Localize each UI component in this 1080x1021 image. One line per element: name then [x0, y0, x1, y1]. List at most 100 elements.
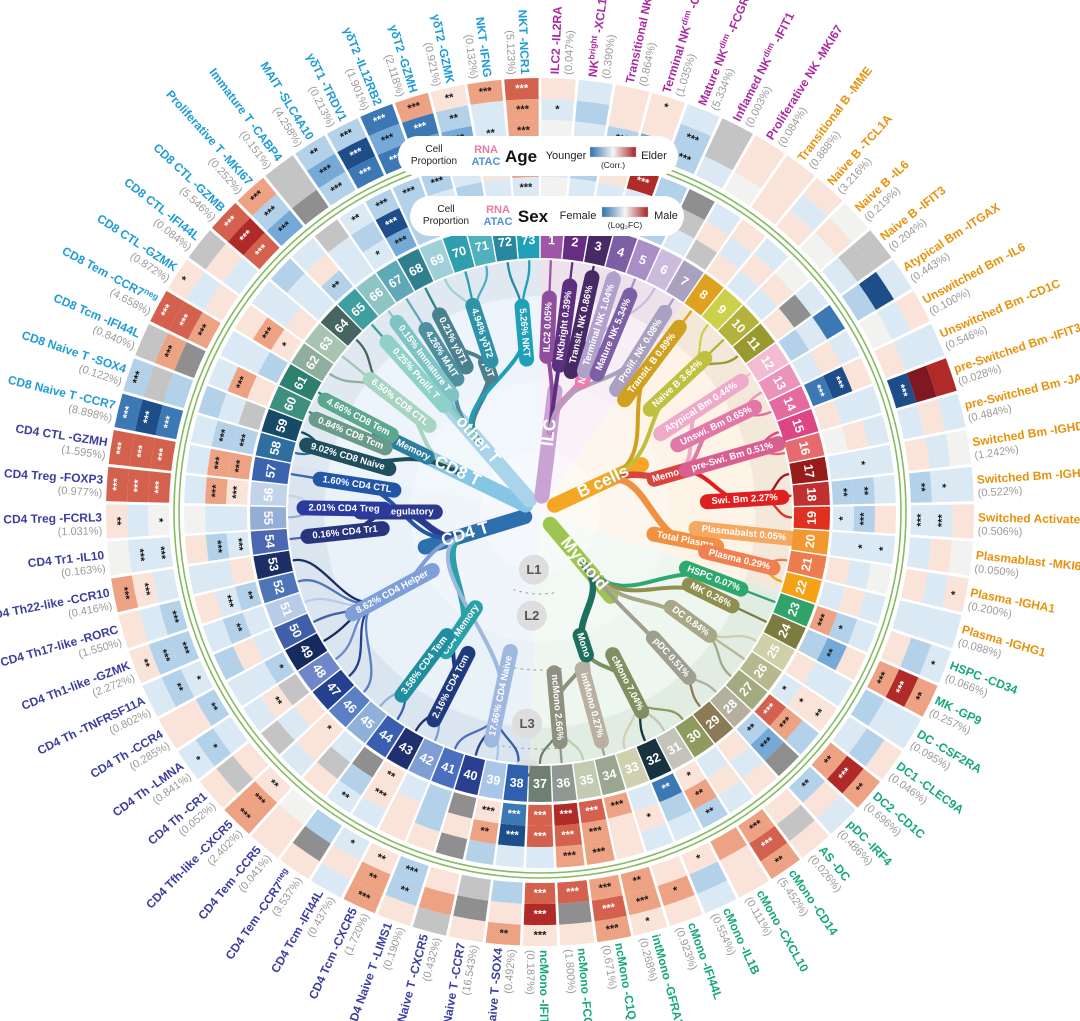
- leaf-cell-29: [693, 701, 734, 744]
- heatmap-cell: [822, 257, 858, 295]
- significance-stars: ***: [384, 215, 402, 232]
- heatmap-cell: [693, 796, 728, 829]
- heatmap-cell: [853, 506, 875, 533]
- heatmap-cell: [835, 646, 867, 680]
- heatmap-cell: [603, 792, 633, 819]
- significance-stars: *: [855, 460, 868, 467]
- leaf-number: 53: [265, 556, 281, 572]
- leaf-cell-51: [265, 593, 307, 627]
- heatmap-cell: [252, 317, 285, 351]
- heatmap-cell: [211, 420, 238, 451]
- significance-stars: *: [555, 104, 561, 116]
- leaf-cell-36: [551, 764, 577, 802]
- heatmap-cell: [724, 171, 761, 206]
- heatmap-cell: [742, 762, 777, 796]
- heatmap-cell: [128, 538, 153, 573]
- heatmap-cell: [823, 366, 853, 399]
- node-pill-ncmono: ncMono 2.66%: [546, 665, 568, 750]
- heatmap-cell: [785, 652, 816, 684]
- heatmap-cell: [776, 210, 814, 246]
- heatmap-cell: [252, 194, 290, 231]
- significance-stars: ***: [406, 100, 423, 115]
- heatmap-cell: [222, 612, 252, 645]
- heatmap-cell: [717, 730, 749, 763]
- heatmap-cell: [554, 823, 582, 847]
- heatmap-cell: [850, 689, 885, 726]
- heatmap-cell: [213, 646, 245, 680]
- significance-stars: ***: [121, 404, 136, 420]
- significance-stars: ***: [515, 83, 529, 96]
- heatmap-cell: [526, 825, 554, 847]
- heatmap-cell: [852, 477, 875, 505]
- significance-stars: *: [856, 543, 868, 549]
- leaf-cell-28: [710, 686, 752, 728]
- leaf-label-38: CD4 Naive T -SOX4(0.492%): [482, 947, 518, 1021]
- heatmap-cell: [245, 662, 277, 695]
- legend-gradient: [589, 146, 637, 158]
- heatmap-cell: [522, 924, 558, 947]
- leaf-number: 60: [281, 395, 299, 413]
- heatmap-cell: [859, 312, 893, 349]
- heatmap-cell: [375, 208, 408, 239]
- heatmap-cell: [818, 581, 845, 611]
- heatmap-cell: [310, 862, 351, 898]
- heatmap-cell: [764, 742, 799, 777]
- heatmap-cell: [917, 399, 945, 436]
- significance-stars: **: [111, 517, 123, 527]
- significance-stars: *: [929, 659, 942, 668]
- leaf-cell-13: [758, 364, 801, 401]
- leaf-label-21: Plasma -IGHA1(0.200%): [967, 586, 1057, 629]
- leaf-cell-19: [793, 506, 830, 530]
- leaf-number: 45: [357, 712, 377, 732]
- heatmap-cell: [663, 894, 703, 926]
- heatmap-cell: [465, 839, 496, 865]
- significance-stars: ***: [478, 85, 493, 99]
- leaf-number: 12: [758, 353, 777, 372]
- heatmap-cell: [226, 506, 248, 532]
- leaf-label-17: Switched Bm -IGHDneg(1.242%): [971, 415, 1080, 462]
- significance-stars: *: [936, 483, 948, 489]
- heatmap-cell: [188, 563, 215, 595]
- heatmap-cell: [704, 137, 743, 171]
- heatmap-cell: [706, 203, 741, 236]
- heatmap-cell: [787, 685, 820, 719]
- heatmap-cell: [158, 709, 194, 749]
- heatmap-cell: [360, 104, 400, 137]
- legend-title: Age: [505, 147, 537, 166]
- leaf-cell-61: [279, 364, 322, 401]
- heatmap-cell: [229, 557, 255, 585]
- significance-stars: ***: [534, 810, 548, 822]
- leaf-cell-46: [328, 686, 370, 728]
- heatmap-cell: [326, 780, 362, 814]
- heatmap-cell: [469, 819, 499, 845]
- significance-stars: ***: [211, 540, 224, 555]
- leaf-label-5: Mature NKdim -FCGR3A(5.334%): [694, 0, 770, 112]
- significance-stars: ***: [936, 513, 948, 527]
- leaf-cell-6: [646, 248, 683, 291]
- heatmap-cell: [696, 746, 728, 778]
- significance-stars: ***: [505, 829, 520, 842]
- leaf-label-18: Switched Bm -IGHE(0.522%): [976, 465, 1080, 499]
- heatmap-cell: [874, 505, 896, 534]
- heatmap-cell: [232, 426, 259, 455]
- leaf-number: 40: [462, 766, 479, 783]
- significance-stars: **: [858, 486, 871, 496]
- heatmap-cell: [749, 825, 788, 862]
- significance-stars: ***: [561, 829, 576, 842]
- significance-stars: *: [180, 274, 193, 285]
- heatmap-cell: [785, 720, 819, 755]
- significance-stars: **: [837, 488, 850, 498]
- heatmap-cell: [339, 763, 373, 796]
- leaf-label-56: CD4 Treg -FOXP3(0.977%): [3, 466, 104, 499]
- heatmap-cell: [681, 842, 718, 875]
- leaf-label-70: γδT2 -GZMH(2.118%): [374, 23, 421, 98]
- heatmap-cell: [886, 373, 917, 409]
- leaf-number: 66: [367, 285, 387, 305]
- leaf-index-ring: 1 2 3 4567891011121314151617181920212223242…: [250, 222, 830, 803]
- heatmap-cell: [527, 804, 553, 827]
- leaf-label-37: ncMono -IFIT1(0.187%): [524, 950, 551, 1021]
- heatmap-cell: [198, 385, 227, 419]
- leaf-number: 61: [291, 373, 310, 392]
- heatmap-cell: [278, 673, 310, 706]
- heatmap-cell: [651, 773, 683, 803]
